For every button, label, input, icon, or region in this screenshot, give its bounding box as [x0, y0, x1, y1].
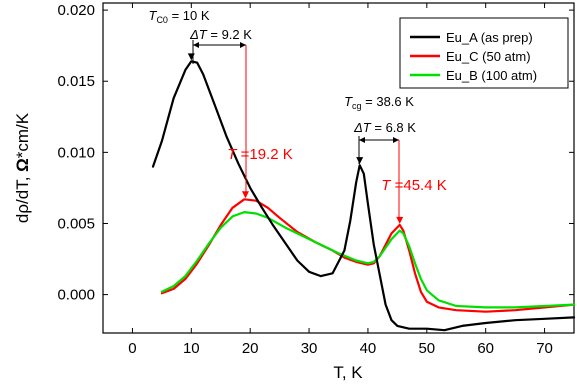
legend-label-eu-b: Eu_B (100 atm)	[446, 68, 537, 83]
delta-t1-label: ΔT = 9.2 K	[189, 27, 252, 42]
annotation-markers	[187, 53, 404, 224]
series-group	[151, 60, 576, 332]
y-tick-label: 0.015	[57, 73, 95, 90]
plot-frame	[102, 2, 575, 334]
t2-label: T =45.4 K	[381, 177, 446, 194]
x-tick-label: 40	[360, 340, 377, 357]
peak-marker-0	[187, 53, 195, 61]
y-tick-label: 0.010	[57, 144, 95, 161]
delta-t2-arrowhead-right	[393, 137, 399, 143]
x-tick-label: 60	[477, 340, 494, 357]
legend-box	[399, 17, 569, 89]
legend: Eu_A (as prep) Eu_C (50 atm) Eu_B (100 a…	[399, 17, 569, 89]
x-tick-label: 70	[536, 340, 553, 357]
peak-marker-2	[356, 157, 364, 165]
axis-ticks: 0 10 20 30 40 50 60 70 0.000 0.005 0.010 0.015 0.020	[57, 2, 574, 357]
peak-marker-3	[396, 216, 404, 224]
tcg-label: Tcg = 38.6 K	[344, 94, 414, 111]
x-tick-label: 30	[301, 340, 318, 357]
delta-t2-arrowhead-left	[359, 137, 365, 143]
y-axis-title: dρ/dT, Ω*cm/K	[13, 112, 32, 223]
y-tick-label: 0.005	[57, 215, 95, 232]
x-tick-label: 0	[128, 340, 136, 357]
delta-t2-label: ΔT = 6.8 K	[353, 120, 416, 135]
series-line-0	[151, 60, 576, 332]
tc0-label: TC0 = 10 K	[148, 8, 209, 25]
annotation-brackets	[192, 40, 400, 220]
y-tick-label: 0.000	[57, 287, 95, 304]
legend-label-eu-a: Eu_A (as prep)	[446, 30, 533, 45]
x-axis-title: T, K	[333, 363, 363, 382]
delta-t1-arrowhead-right	[240, 42, 246, 48]
series-line-2	[160, 211, 576, 309]
y-tick-label: 0.020	[57, 2, 95, 19]
series-line-1	[160, 198, 576, 313]
delta-t1-arrowhead-left	[193, 42, 199, 48]
legend-label-eu-c: Eu_C (50 atm)	[446, 49, 531, 64]
x-tick-label: 10	[183, 340, 200, 357]
t1-label: T =19.2 K	[227, 146, 292, 163]
x-tick-label: 50	[418, 340, 435, 357]
x-tick-label: 20	[242, 340, 259, 357]
peak-marker-1	[241, 191, 249, 199]
